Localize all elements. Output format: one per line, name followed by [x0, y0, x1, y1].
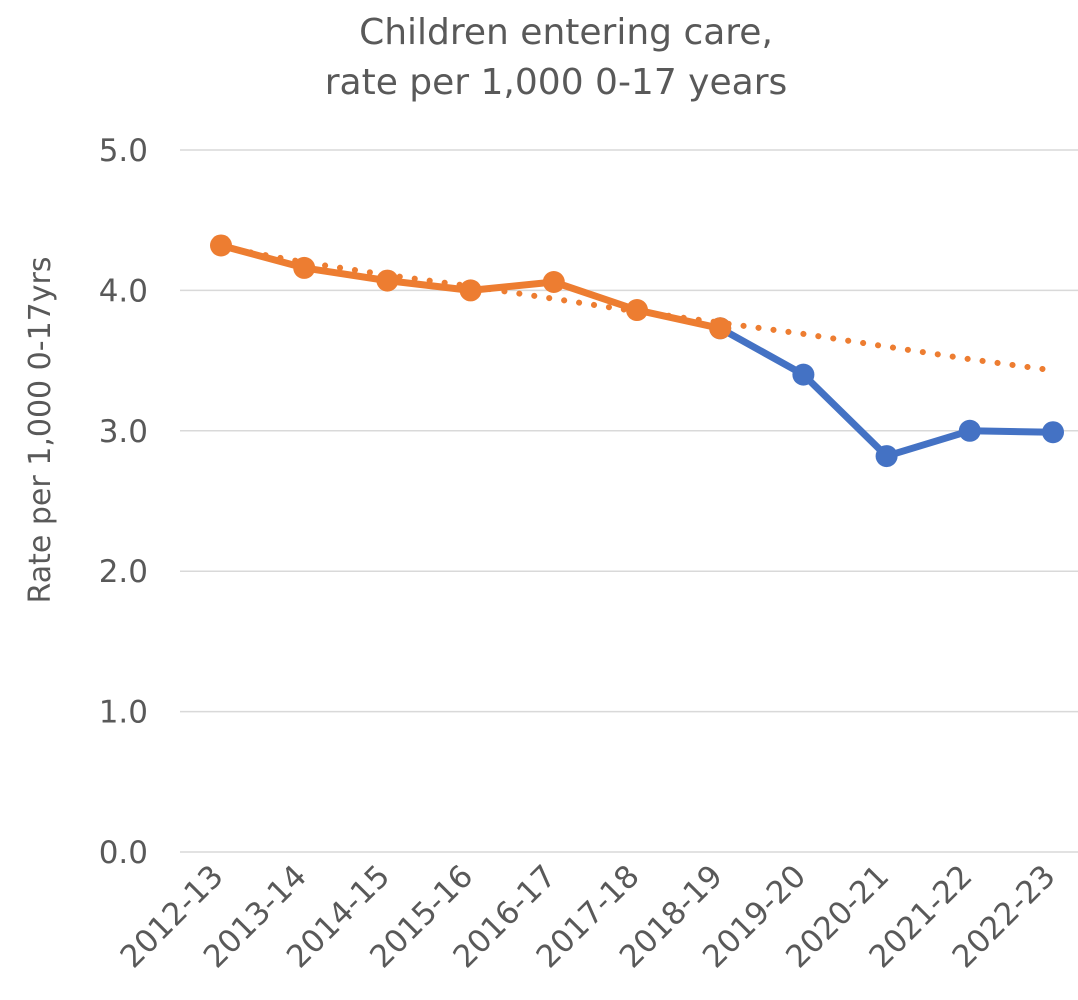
y-tick-label: 4.0	[99, 273, 148, 309]
series-line	[718, 325, 1054, 460]
data-point	[958, 419, 981, 442]
chart-title-line-1: Children entering care,	[359, 12, 773, 53]
data-point	[875, 445, 898, 468]
series-1	[210, 234, 732, 340]
data-point	[293, 256, 316, 279]
y-axis-label: Rate per 1,000 0-17yrs	[23, 257, 58, 604]
x-tick-labels: 2012-132013-142014-152015-162016-172017-…	[114, 858, 1063, 975]
y-tick-label: 5.0	[99, 133, 148, 169]
data-point	[542, 270, 565, 293]
y-tick-labels: 0.0 1.0 2.0 3.0 4.0 5.0	[99, 133, 148, 871]
gridlines	[180, 149, 1078, 853]
series-layer	[210, 234, 1064, 468]
chart-title-line-2: rate per 1,000 0-17 years	[325, 62, 788, 103]
data-point	[376, 269, 399, 292]
data-point	[709, 317, 732, 340]
y-tick-label: 1.0	[99, 695, 148, 731]
data-point	[210, 234, 232, 257]
y-tick-label: 0.0	[99, 835, 148, 871]
series-0	[709, 317, 1064, 468]
data-point	[1042, 421, 1064, 444]
y-tick-label: 3.0	[99, 414, 148, 450]
data-point	[459, 279, 482, 302]
data-point	[626, 299, 648, 322]
data-point	[792, 363, 815, 386]
y-tick-label: 2.0	[99, 554, 148, 590]
